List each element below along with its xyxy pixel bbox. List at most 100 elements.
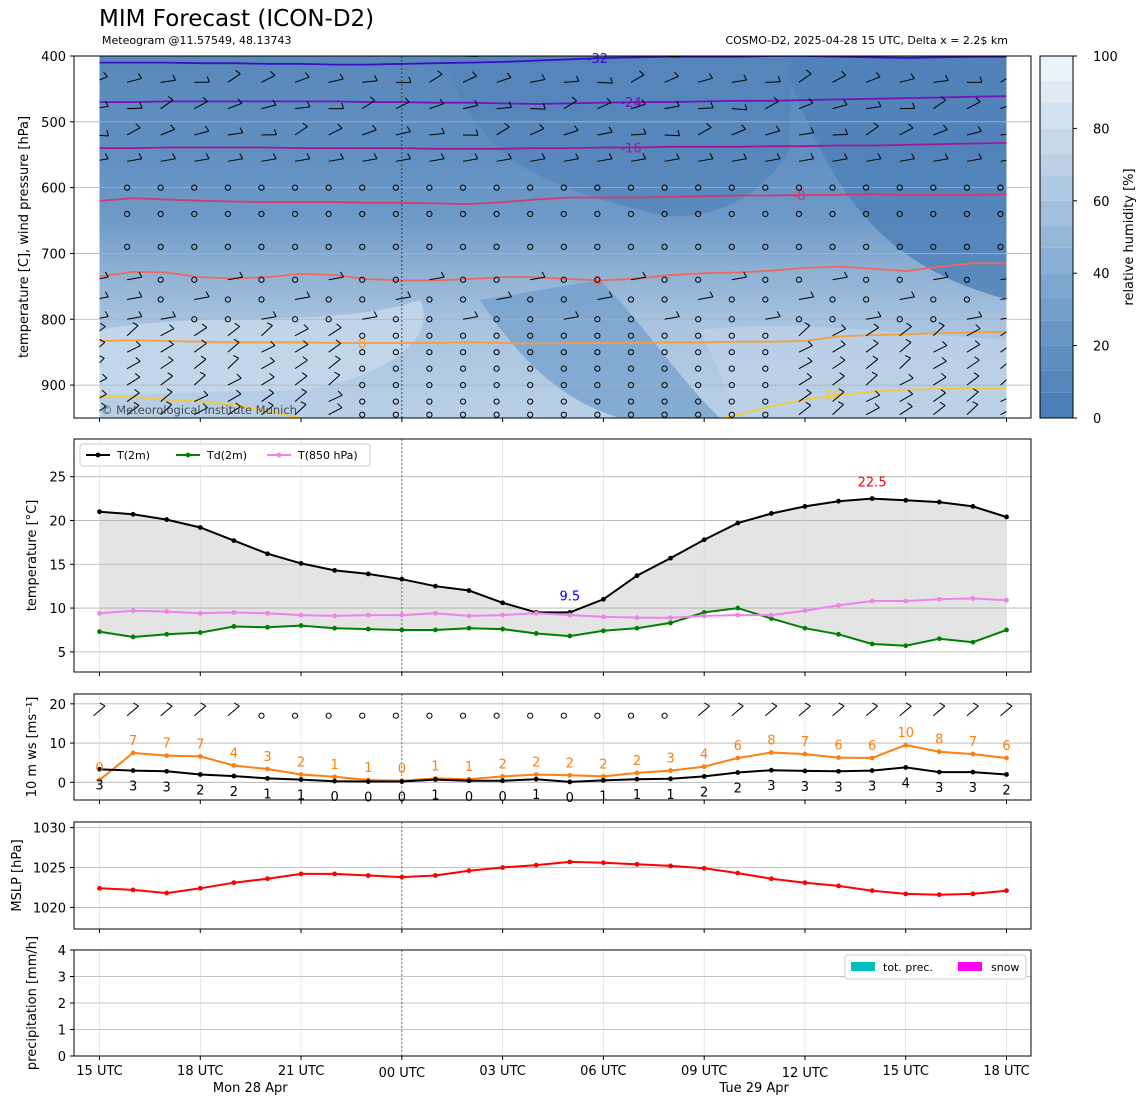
series-point-T(2m)	[298, 560, 304, 566]
time-tick-label: 18 UTC	[983, 1064, 1029, 1079]
precipitation-ytick-label: 2	[58, 997, 66, 1012]
gust-value-label: 2	[599, 757, 607, 772]
series-point-Td(2m)	[634, 625, 640, 631]
series-point-T(2m)	[936, 499, 942, 505]
legend-entry: T(850 hPa)	[297, 449, 358, 462]
profile-ytick-label: 900	[41, 379, 66, 394]
profile-ylabel: temperature [C], wind pressure [hPa]	[17, 116, 32, 358]
temperature-ytick-label: 15	[49, 558, 66, 573]
windspeed-value-label: 3	[163, 780, 171, 795]
page-title: MIM Forecast (ICON-D2)	[99, 6, 375, 32]
colorbar-band	[1040, 200, 1073, 227]
wind-point-ws	[836, 768, 841, 774]
wind-ytick-label: 20	[49, 698, 66, 713]
wind-point-ws	[668, 776, 673, 782]
windspeed-value-label: 1	[532, 788, 540, 803]
surface-wind-barb	[93, 705, 106, 717]
time-tick-label: 09 UTC	[681, 1064, 727, 1079]
gust-value-label: 6	[734, 739, 742, 754]
series-point-T(2m)	[466, 588, 472, 593]
mslp-frame	[73, 821, 1032, 930]
series-point-T(2m)	[231, 538, 237, 544]
windspeed-value-label: 4	[902, 776, 910, 791]
mslp-point	[634, 861, 640, 867]
legend-box	[844, 954, 1027, 980]
gust-value-label: 8	[935, 733, 943, 748]
moist-region-left	[99, 300, 424, 395]
time-tick-label: 15 UTC	[76, 1064, 122, 1079]
colorbar-band	[1040, 392, 1073, 418]
legend-swatch	[851, 962, 875, 971]
series-point-T(850 hPa)	[903, 598, 909, 604]
mslp-point	[533, 862, 539, 868]
mslp-point	[668, 863, 673, 869]
colorbar-label: relative humidity [%]	[1122, 168, 1137, 305]
time-tick-label: 21 UTC	[278, 1064, 324, 1079]
series-point-Td(2m)	[802, 625, 808, 631]
wind-point-gust	[735, 755, 741, 761]
mslp-point	[600, 860, 606, 866]
windspeed-value-label: 1	[431, 789, 439, 804]
series-point-T(850 hPa)	[231, 610, 237, 615]
wind-point-ws	[634, 776, 640, 782]
legend-marker	[276, 452, 282, 458]
series-point-T(850 hPa)	[97, 610, 102, 616]
surface-wind-barb	[193, 705, 207, 717]
gust-value-label: 2	[297, 755, 305, 770]
wind-point-ws	[197, 772, 203, 777]
wind-point-gust	[768, 750, 774, 755]
series-point-T(850 hPa)	[869, 598, 875, 604]
windspeed-value-label: 0	[498, 790, 506, 805]
mslp-point	[265, 876, 270, 882]
surface-wind-barb	[325, 712, 332, 719]
wind-line-ws	[99, 766, 1007, 783]
series-point-T(2m)	[668, 555, 673, 561]
wind-point-ws	[600, 777, 606, 783]
mslp-point	[567, 859, 573, 865]
wind-point-gust	[903, 742, 909, 748]
wind-point-gust	[332, 774, 338, 780]
surface-wind-barb	[731, 705, 744, 717]
gust-value-label: 6	[834, 739, 842, 754]
series-point-T(850 hPa)	[970, 596, 976, 601]
isotherm-label: 8	[358, 337, 366, 352]
isotherm-line	[99, 142, 1007, 150]
series-point-Td(2m)	[735, 605, 741, 611]
wind-point-gust	[265, 766, 270, 772]
model-subtitle: COSMO-D2, 2025-04-28 15 UTC, Delta x = 2…	[725, 34, 1008, 47]
series-point-T(850 hPa)	[365, 612, 371, 618]
windspeed-value-label: 3	[969, 781, 977, 796]
surface-wind-barb	[966, 705, 979, 717]
wind-point-ws	[735, 770, 741, 775]
gust-value-label: 1	[465, 760, 473, 775]
wind-point-ws	[399, 779, 405, 784]
legend-marker	[185, 452, 191, 458]
dry-region-upper-middle	[440, 56, 790, 217]
isotherm-label: -24	[620, 96, 641, 111]
surface-wind-barb	[865, 705, 878, 717]
wind-point-ws	[332, 778, 338, 784]
colorbar-band	[1040, 103, 1073, 129]
series-point-T(850 hPa)	[298, 612, 304, 618]
mslp-point	[365, 873, 371, 878]
dewpoint-spread-shading	[99, 498, 1007, 646]
series-point-Td(2m)	[1004, 627, 1009, 633]
gust-value-label: 1	[331, 758, 339, 773]
surface-wind-barb	[1000, 705, 1013, 717]
wind-ytick-label: 0	[58, 776, 66, 791]
series-point-T(2m)	[332, 567, 338, 573]
mslp-point	[735, 870, 741, 876]
series-point-Td(2m)	[970, 639, 976, 645]
gust-value-label: 2	[532, 755, 540, 770]
colorbar-band	[1040, 226, 1073, 248]
wind-point-gust	[836, 755, 841, 760]
surface-wind-barb	[932, 705, 946, 717]
wind-frame	[73, 693, 1032, 801]
temperature-ytick-label: 10	[49, 602, 66, 617]
windspeed-value-label: 3	[834, 780, 842, 795]
series-point-Td(2m)	[130, 634, 136, 640]
surface-wind-barb	[459, 712, 467, 719]
wind-point-gust	[231, 763, 237, 768]
wind-point-ws	[1004, 772, 1009, 777]
series-point-T(2m)	[970, 504, 976, 509]
